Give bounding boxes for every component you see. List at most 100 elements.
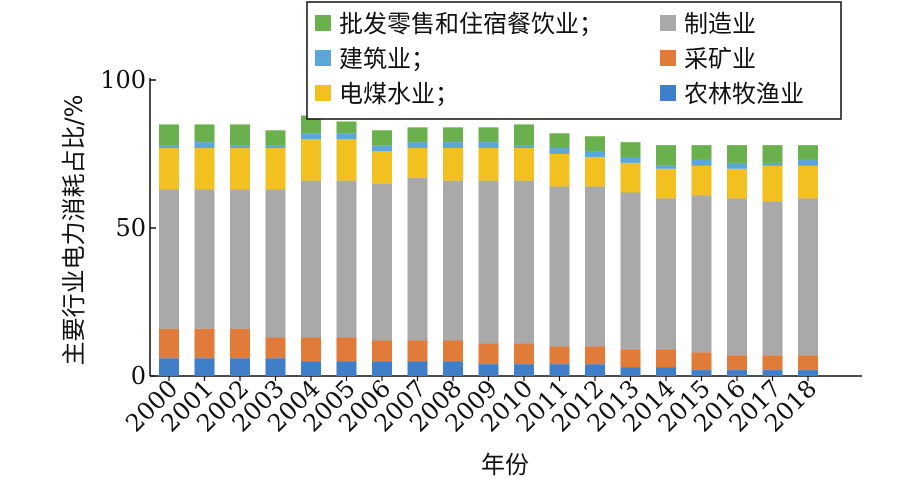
bar-segment: [585, 151, 605, 157]
bar-segment: [478, 364, 499, 376]
bar-segment: [549, 154, 570, 187]
legend-label: 建筑业；: [339, 45, 435, 73]
bar-segment: [514, 148, 534, 181]
bar-segment: [620, 156, 641, 163]
bar-segment: [443, 127, 463, 143]
bar-segment: [301, 133, 321, 140]
bar-segment: [159, 145, 179, 149]
bar-segment: [727, 198, 747, 356]
legend-label: 采矿业: [684, 45, 756, 73]
bar-segment: [336, 337, 357, 362]
bar-segment: [762, 162, 783, 166]
bar-segment: [194, 189, 215, 329]
bar-segment: [762, 201, 783, 356]
bar-segment: [443, 148, 463, 181]
bar-segment: [620, 142, 641, 157]
bar-segment: [443, 340, 463, 362]
bar-segment: [691, 352, 712, 371]
bar-segment: [478, 148, 499, 181]
bar-segment: [656, 349, 676, 368]
bar-segment: [727, 355, 747, 371]
bar-segment: [443, 180, 463, 341]
bar-segment: [691, 159, 712, 166]
bar-segment: [407, 127, 428, 143]
legend-label: 农林牧渔业: [684, 80, 804, 108]
bar-segment: [301, 361, 321, 376]
bar-segment: [656, 168, 676, 199]
bar-segment: [727, 370, 747, 376]
bar-segment: [407, 148, 428, 178]
bar-segment: [372, 130, 392, 146]
bar-segment: [478, 127, 499, 143]
bar-segment: [620, 162, 641, 193]
bar-segment: [194, 148, 215, 190]
bar-segment: [301, 115, 321, 134]
bar-segment: [336, 133, 357, 140]
x-tick-labels: 2000200120022003200420052006200720082009…: [120, 374, 822, 437]
bar-segment: [514, 124, 534, 146]
bar-segment: [727, 162, 747, 169]
legend-label: 电煤水业；: [339, 80, 459, 108]
bar-segment: [691, 145, 712, 160]
bar-segment: [336, 180, 357, 338]
bar-segment: [336, 361, 357, 376]
bar-segment: [656, 145, 676, 166]
bar-segment: [798, 355, 818, 371]
bar-segment: [372, 151, 392, 184]
legend-swatch: [315, 85, 331, 101]
bar-segment: [230, 328, 250, 359]
bar-segment: [265, 145, 286, 149]
bar-segment: [549, 148, 570, 154]
bar-segment: [585, 186, 605, 347]
bars-group: [159, 115, 818, 376]
bar-segment: [620, 349, 641, 368]
bar-segment: [478, 142, 499, 149]
bar-segment: [230, 358, 250, 376]
bar-segment: [549, 346, 570, 365]
bar-segment: [301, 180, 321, 338]
bar-segment: [549, 133, 570, 149]
bar-segment: [443, 361, 463, 376]
bar-segment: [159, 358, 179, 376]
bar-segment: [301, 139, 321, 181]
axes: [149, 78, 862, 377]
bar-segment: [265, 337, 286, 359]
bar-segment: [194, 142, 215, 149]
bar-segment: [265, 189, 286, 338]
legend-swatch: [660, 85, 676, 101]
y-tick-labels: 0 50 100: [100, 66, 156, 390]
bar-segment: [727, 168, 747, 199]
bar-segment: [336, 121, 357, 134]
x-axis-title: 年份: [481, 451, 529, 479]
bar-segment: [727, 145, 747, 163]
bar-segment: [407, 361, 428, 376]
y-tick-label: 50: [115, 214, 146, 242]
bar-segment: [798, 165, 818, 199]
bar-segment: [372, 361, 392, 376]
legend-frame: [306, 1, 842, 120]
bar-segment: [620, 192, 641, 350]
bar-segment: [656, 165, 676, 169]
bar-segment: [265, 148, 286, 190]
bar-segment: [407, 142, 428, 149]
bar-segment: [372, 340, 392, 362]
bar-segment: [656, 198, 676, 350]
y-tick-label: 100: [100, 66, 146, 94]
y-axis-title: 主要行业电力消耗占比/%: [60, 95, 88, 366]
bar-segment: [372, 183, 392, 341]
bar-segment: [691, 195, 712, 353]
bar-segment: [478, 343, 499, 365]
bar-segment: [762, 145, 783, 163]
bar-segment: [159, 328, 179, 359]
bar-segment: [301, 337, 321, 362]
bar-segment: [230, 189, 250, 329]
bar-segment: [194, 358, 215, 376]
bar-segment: [194, 328, 215, 359]
bar-segment: [691, 165, 712, 196]
legend-swatch: [315, 15, 331, 31]
legend-swatch: [315, 50, 331, 66]
bar-segment: [798, 145, 818, 160]
bar-segment: [443, 142, 463, 149]
